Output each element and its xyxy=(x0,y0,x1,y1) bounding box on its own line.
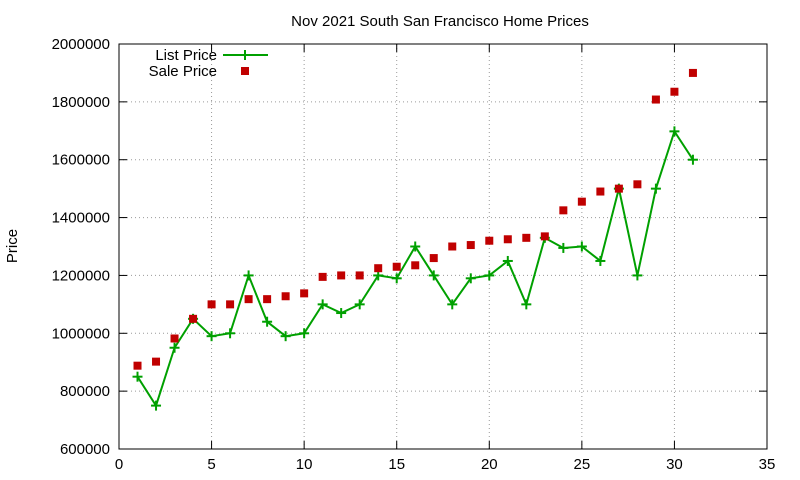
sale-price-point xyxy=(577,197,586,206)
list-price-point xyxy=(336,308,347,319)
list-price-point xyxy=(465,273,476,284)
sale-price-point xyxy=(485,236,494,245)
list-price-point xyxy=(299,328,310,339)
list-price-point xyxy=(280,331,291,342)
list-price-point xyxy=(169,342,180,353)
plot-frame xyxy=(118,43,768,450)
sale-price-point xyxy=(466,241,475,250)
sale-price-point xyxy=(170,334,179,343)
sale-price-point xyxy=(540,232,549,241)
list-price-point xyxy=(650,183,661,194)
sale-price-point xyxy=(152,357,161,366)
grid xyxy=(119,44,767,449)
sale-price-point xyxy=(559,206,568,215)
sale-price-point xyxy=(429,254,438,263)
sale-price-point xyxy=(670,87,679,96)
y-tick-label: 600000 xyxy=(60,441,110,458)
legend-entry-list-price: List Price xyxy=(155,47,268,64)
sale-price-point xyxy=(300,289,309,298)
sale-price-point xyxy=(281,292,290,301)
list-price-point xyxy=(447,299,458,310)
list-price-point xyxy=(428,270,439,281)
sale-price-point xyxy=(318,272,327,281)
list-price-point xyxy=(391,273,402,284)
sale-price-point xyxy=(392,262,401,271)
sale-price-point xyxy=(633,180,642,189)
list-price-point xyxy=(521,299,532,310)
series-layer xyxy=(132,68,698,411)
sale-price-point xyxy=(596,187,605,196)
axis-ticks: 0 5 10 15 20 25 30 35 600000 800000 1000000 1200000… xyxy=(52,36,776,473)
y-tick-label: 1000000 xyxy=(52,325,110,342)
list-price-point xyxy=(206,331,217,342)
sale-price-point xyxy=(651,95,660,104)
sale-price-point xyxy=(355,271,364,280)
y-tick-label: 2000000 xyxy=(52,36,110,53)
sale-price-point xyxy=(189,314,198,323)
x-tick-label: 35 xyxy=(759,456,776,473)
list-price-point xyxy=(410,241,421,252)
y-tick-label: 1200000 xyxy=(52,267,110,284)
list-price-point xyxy=(558,242,569,253)
legend-plus-swatch xyxy=(240,50,250,60)
sale-price-point xyxy=(522,233,531,242)
list-price-point xyxy=(151,400,162,411)
list-price-point xyxy=(317,299,328,310)
sale-price-point xyxy=(448,242,457,251)
sale-price-point xyxy=(207,300,216,309)
series-sale-price xyxy=(133,68,697,370)
list-price-point xyxy=(687,154,698,165)
sale-price-point xyxy=(263,295,272,304)
legend-label: Sale Price xyxy=(149,63,217,80)
list-price-point xyxy=(576,241,587,252)
legend-label: List Price xyxy=(155,47,217,64)
sale-price-point xyxy=(614,184,623,193)
list-price-point xyxy=(354,299,365,310)
sale-price-point xyxy=(244,295,253,304)
legend-square-swatch xyxy=(241,67,249,75)
list-price-point xyxy=(669,126,680,137)
x-tick-label: 15 xyxy=(388,456,405,473)
sale-price-point xyxy=(374,264,383,273)
x-tick-label: 5 xyxy=(207,456,215,473)
list-price-point xyxy=(484,270,495,281)
sale-price-point xyxy=(226,300,235,309)
chart-title: Nov 2021 South San Francisco Home Prices xyxy=(291,13,589,30)
legend-entry-sale-price: Sale Price xyxy=(149,63,249,80)
y-tick-label: 1800000 xyxy=(52,94,110,111)
list-price-point xyxy=(132,371,143,382)
x-tick-label: 30 xyxy=(666,456,683,473)
sale-price-point xyxy=(688,68,697,77)
y-axis-label: Price xyxy=(4,229,21,263)
list-price-point xyxy=(632,270,643,281)
x-tick-label: 0 xyxy=(115,456,123,473)
list-price-point xyxy=(262,316,273,327)
list-price-point xyxy=(243,270,254,281)
list-price-point xyxy=(502,255,513,266)
sale-price-point xyxy=(503,235,512,244)
y-tick-label: 1400000 xyxy=(52,210,110,227)
y-tick-label: 1600000 xyxy=(52,152,110,169)
list-price-point xyxy=(595,255,606,266)
x-tick-label: 25 xyxy=(574,456,591,473)
sale-price-point xyxy=(337,271,346,280)
sale-price-point xyxy=(133,361,142,370)
y-tick-label: 800000 xyxy=(60,383,110,400)
x-tick-label: 20 xyxy=(481,456,498,473)
x-tick-label: 10 xyxy=(296,456,313,473)
list-price-point xyxy=(225,328,236,339)
sale-price-point xyxy=(411,261,420,270)
